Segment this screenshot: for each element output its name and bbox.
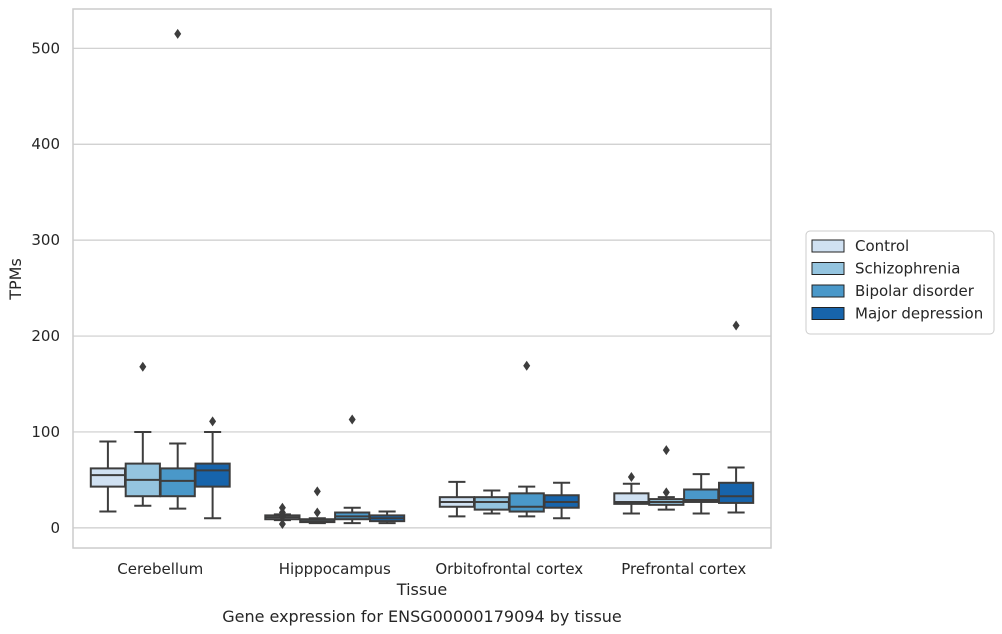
outlier-point (139, 361, 147, 372)
x-axis-label: Tissue (396, 580, 447, 599)
y-tick-label: 200 (31, 327, 60, 345)
box-body (89, 467, 127, 488)
box-body (508, 492, 545, 513)
y-tick-label: 400 (31, 135, 60, 153)
box-control (264, 502, 301, 530)
chart-caption: Gene expression for ENSG00000179094 by t… (222, 607, 622, 626)
y-tick-label: 0 (50, 519, 60, 537)
legend-label: Major depression (855, 305, 983, 323)
legend-swatch (811, 284, 845, 298)
outlier-point (348, 414, 356, 425)
box-body (194, 462, 231, 488)
outlier-point (662, 487, 670, 498)
box-bipolar-disorder (508, 360, 545, 518)
outlier-point (662, 445, 670, 456)
legend-label: Control (855, 237, 909, 255)
y-axis-label: TPMs (6, 258, 25, 301)
x-tick-label: Cerebellum (117, 560, 203, 578)
outlier-point (278, 519, 286, 530)
plot-frame (72, 8, 772, 549)
legend-swatch (811, 262, 845, 275)
y-tick-label: 500 (31, 39, 60, 57)
box-major-depression (717, 320, 755, 514)
outlier-point (732, 320, 740, 331)
box-major-depression (194, 416, 231, 520)
box-body (717, 481, 755, 504)
y-tick-label: 300 (31, 231, 60, 249)
legend: Control Schizophrenia Bipolar disorder Majo… (805, 230, 995, 335)
outlier-point (523, 360, 531, 371)
x-tick-label: Hipppocampus (279, 560, 391, 578)
box-control (613, 472, 650, 515)
legend-label: Schizophrenia (855, 260, 960, 278)
box-major-depression (368, 510, 406, 525)
box-body (159, 467, 196, 498)
box-control (89, 440, 127, 513)
outlier-point (313, 486, 321, 497)
box-body (473, 496, 510, 511)
x-tick-label: Orbitofrontal cortex (435, 560, 583, 578)
legend-label: Bipolar disorder (855, 282, 975, 300)
legend-swatch (811, 239, 845, 253)
box-major-depression (543, 481, 580, 520)
legend-swatch (811, 307, 845, 320)
box-series (89, 28, 755, 530)
legend-frame (805, 230, 995, 335)
box-control (438, 480, 476, 518)
plot-area (73, 9, 771, 548)
box-schizophrenia (124, 361, 161, 507)
x-tick-labels: Cerebellum Hipppocampus Orbitofrontal cort… (117, 560, 746, 578)
grid-lines (73, 47, 771, 529)
y-tick-label: 100 (31, 423, 60, 441)
outlier-point (627, 472, 635, 483)
x-tick-label: Prefrontal cortex (621, 560, 746, 578)
outlier-point (209, 416, 217, 427)
outlier-point (174, 28, 182, 39)
box-schizophrenia (299, 486, 336, 525)
outlier-point (278, 502, 286, 513)
outlier-point (313, 507, 321, 518)
y-tick-labels: 0 100 200 300 400 500 (31, 39, 60, 537)
